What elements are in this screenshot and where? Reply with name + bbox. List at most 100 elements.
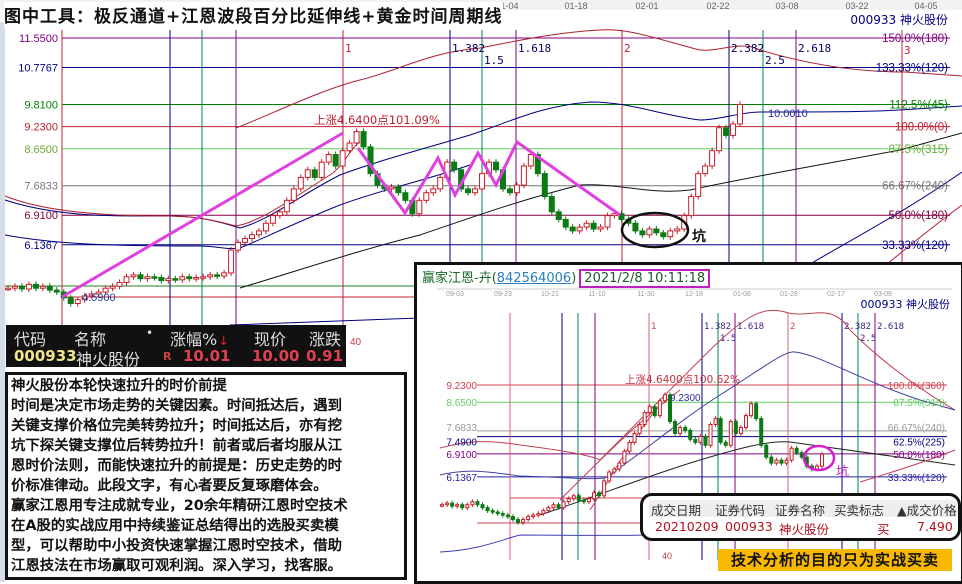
time-cycle-label: 2.5 [765, 54, 785, 67]
quote-change: 0.91 [306, 347, 344, 365]
candle-body [460, 504, 465, 509]
candle-body [490, 510, 495, 513]
candle-body [186, 276, 193, 280]
candle-body [642, 412, 647, 426]
time-cycle-label: 3 [904, 44, 911, 57]
quote-panel[interactable]: 代码 名称 • 涨幅%↓ 现价 涨跌 000933 神火股份 R 10.01 1… [6, 325, 346, 369]
col-name[interactable]: 名称 [74, 330, 107, 349]
inset-time-cycle-label: 2.618 [877, 322, 904, 332]
percent-level-label: 133.33%(120) [876, 63, 948, 75]
candle-body [698, 435, 703, 443]
candle-body [516, 519, 520, 524]
candle-body [74, 299, 81, 304]
percent-level-label: 66.67%(240) [882, 181, 948, 193]
text-line: 关键支撑价格位完美转势拉升；时间抵达后，亦有挖 [11, 418, 342, 434]
candle-body [723, 441, 728, 446]
candle-body [759, 418, 764, 446]
trade-table-row: 20210209 000933 神火股份 买 7.490 [649, 519, 958, 537]
candle-body [193, 277, 200, 280]
inset-date-tick-label: 03-09 [874, 291, 892, 298]
date-tick-label: 02-01 [635, 1, 658, 11]
account-link[interactable]: 842564006 [496, 271, 572, 286]
inset-price-tick-label: 9.2300 [446, 381, 477, 392]
col-change-pct[interactable]: 涨幅% [170, 330, 218, 349]
candle-body [667, 230, 674, 238]
candle-body [5, 287, 11, 291]
col-price[interactable]: 现价 [254, 330, 287, 349]
candle-body [67, 297, 74, 304]
candle-body [548, 196, 555, 213]
quote-code[interactable]: 000933 [14, 347, 77, 365]
inset-date-tick-label: 12-18 [685, 291, 703, 298]
candle-body [495, 511, 500, 515]
candle-body [728, 421, 733, 446]
stock-label: 000933 神火股份 [850, 13, 948, 27]
candle-body [688, 196, 695, 217]
wave-arrow [356, 139, 621, 217]
candle-body [799, 452, 804, 458]
candle-body [660, 232, 667, 238]
quote-flag: R [163, 350, 172, 363]
text-line: 江恩技法在市场赢取可观利润。深入学习，找客服。 [11, 558, 342, 574]
inset-stock-label: 000933 神火股份 [861, 297, 951, 311]
inset-screenshot: 9.2300 100.0%(360) 8.6500 87.5%(315) 7.6833 6… [414, 262, 962, 584]
candle-body [674, 228, 681, 232]
candle-body [81, 295, 88, 301]
candle-body [440, 504, 444, 507]
text-line: 恩时价法则，而能快速拉升的前提是：历史走势的时 [11, 458, 342, 474]
col-change[interactable]: 涨跌 [309, 330, 342, 349]
candle-body [820, 453, 824, 467]
inset-rise-annotation: 上涨4.6400点100.62% [625, 374, 740, 386]
candle-body [318, 161, 325, 178]
candle-body [297, 176, 304, 190]
inset-date-tick-label: 01-08 [733, 291, 751, 298]
candle-body [276, 211, 283, 217]
candle-body [235, 241, 242, 251]
candle-body [708, 424, 713, 446]
candle-body [521, 519, 526, 524]
candle-body [25, 283, 32, 290]
inset-price-tick-label: 7.4900 [446, 438, 477, 449]
candle-body [561, 501, 566, 509]
arrow-down-icon: ↓ [218, 334, 230, 349]
date-tick-label: 01-04 [495, 1, 518, 11]
candle-body [479, 173, 486, 190]
time-cycle-label: 2 [624, 42, 631, 55]
candle-body [657, 400, 662, 417]
quote-name[interactable]: 神火股份 [76, 350, 141, 369]
inset-percent-label: 66.67%(240) [888, 423, 945, 434]
col-change-pct-wrap[interactable]: 涨幅%↓ [170, 326, 229, 350]
candle-body [562, 218, 569, 228]
candle-body [527, 154, 534, 167]
inset-channel-line-2 [589, 404, 661, 511]
candle-body [18, 285, 25, 290]
inset-date-tick-label: 11-30 [637, 291, 654, 298]
time-cycle-label: 1 [345, 42, 352, 55]
inset-header: 赢家江恩-卉(842564006) 2021/2/8 10:11:18 [422, 267, 711, 288]
timestamp: 2021/2/8 10:11:18 [579, 269, 711, 288]
inset-time-cycle-label: 2.5 [860, 334, 876, 344]
candle-body [713, 418, 718, 426]
candle-body [325, 154, 332, 163]
candle-body [695, 173, 702, 198]
candle-body [172, 278, 179, 281]
candle-body [513, 184, 520, 194]
candle-body [179, 276, 186, 281]
candle-body [602, 480, 607, 497]
candle-body [534, 154, 541, 175]
inset-candles [440, 392, 824, 525]
candle-body [551, 504, 556, 509]
inset-price-tick-label: 7.6833 [446, 423, 477, 434]
price-tick-label: 8.6500 [24, 144, 58, 156]
col-code[interactable]: 代码 [14, 330, 47, 349]
candle-body [200, 276, 207, 279]
candle-body [632, 432, 637, 443]
candle-body [652, 406, 657, 417]
text-line: 神火股份本轮快速拉升的时价前提 [11, 378, 227, 394]
text-line: 时间是决定市场走势的关键因素。时间抵达后，遇到 [11, 398, 342, 414]
candle-body [221, 272, 228, 277]
candle-body [158, 277, 165, 282]
candle-body [165, 278, 172, 282]
candle-body [668, 394, 672, 423]
inset-date-tick-label: 01-28 [780, 291, 798, 298]
